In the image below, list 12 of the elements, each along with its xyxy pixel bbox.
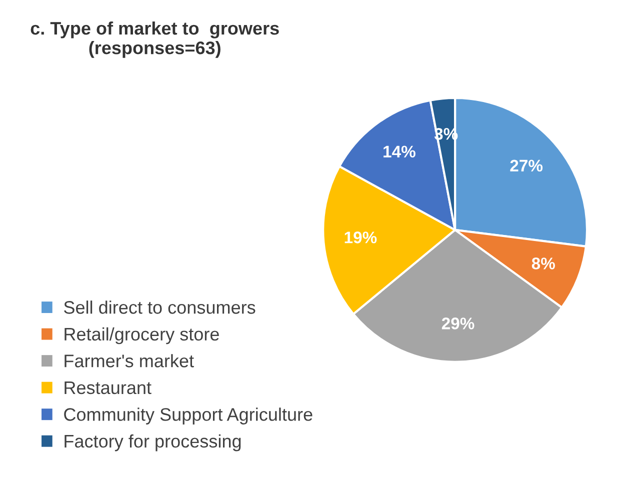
data-label: 27% [510,160,543,172]
legend-label: Sell direct to consumers [64,300,256,314]
data-label: 14% [384,146,416,158]
legend-label: Community Support Agriculture [64,408,312,424]
data-label: 29% [442,318,474,330]
legend-label: Retail/grocery store [64,327,219,344]
legend-label: Restaurant [64,382,152,394]
legend-label: Farmer's market [64,354,194,368]
data-label: 8% [532,258,555,270]
legend-label: Factory for processing [64,434,241,452]
chart-title: c. Type of market to growers (responses=63) [30,21,279,58]
data-label: 19% [344,232,377,244]
